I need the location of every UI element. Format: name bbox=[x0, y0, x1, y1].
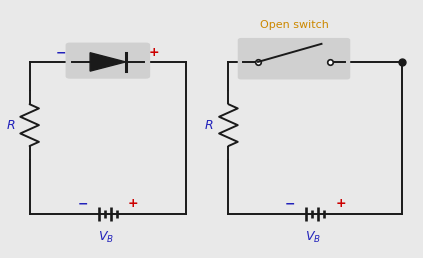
Text: R: R bbox=[6, 119, 15, 132]
FancyBboxPatch shape bbox=[66, 43, 150, 79]
Text: +: + bbox=[335, 197, 346, 210]
Text: $V_B$: $V_B$ bbox=[305, 230, 321, 245]
Text: −: − bbox=[77, 197, 88, 210]
Text: +: + bbox=[128, 197, 139, 210]
FancyBboxPatch shape bbox=[238, 38, 350, 79]
Text: $V_B$: $V_B$ bbox=[98, 230, 114, 245]
Text: −: − bbox=[56, 46, 66, 59]
Text: −: − bbox=[285, 197, 295, 210]
Bar bbox=[70, 45, 146, 76]
Polygon shape bbox=[90, 53, 126, 71]
Text: +: + bbox=[149, 46, 160, 59]
Text: Open switch: Open switch bbox=[260, 20, 328, 30]
Text: R: R bbox=[205, 119, 214, 132]
